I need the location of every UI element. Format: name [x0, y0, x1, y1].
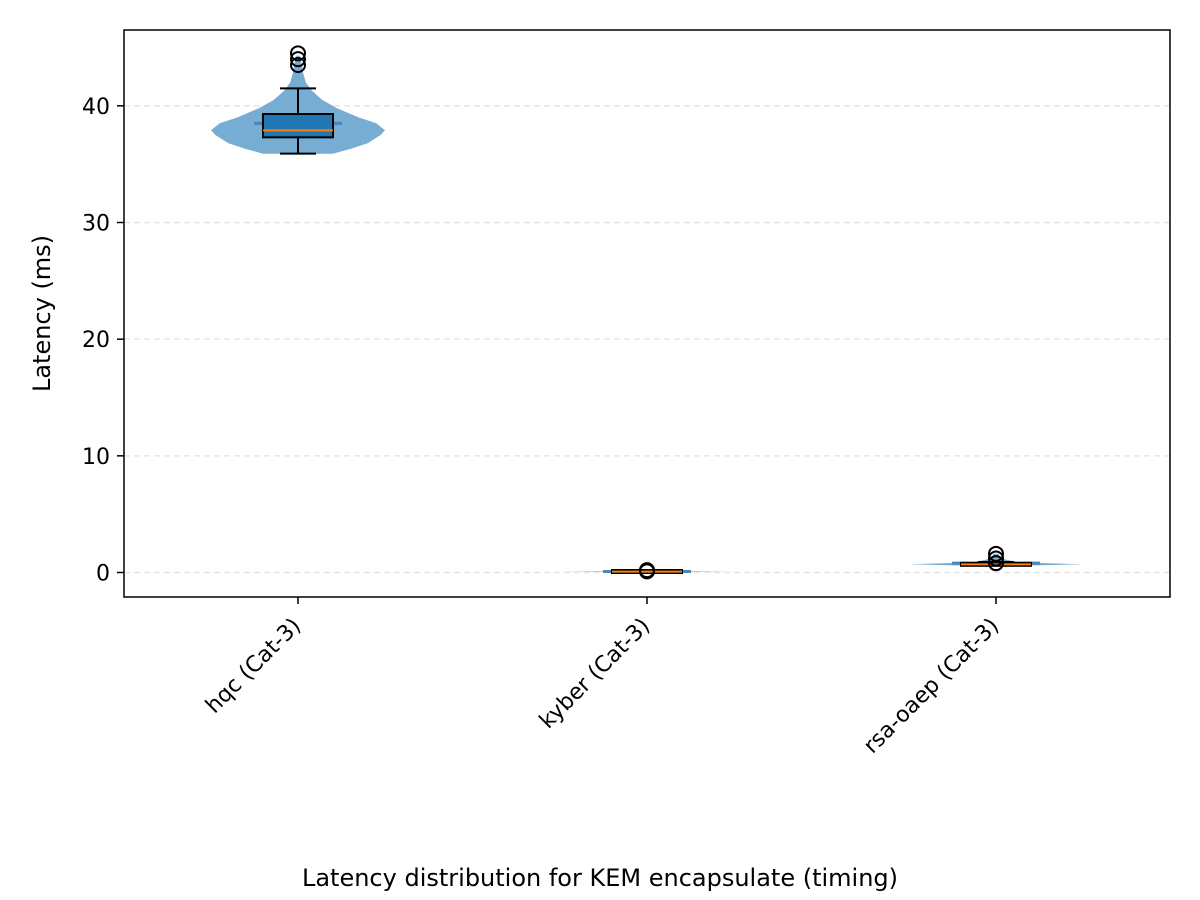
y-tick-label-30: 30	[82, 212, 110, 237]
chart-caption: Latency distribution for KEM encapsulate…	[301, 864, 899, 892]
y-tick-label-20: 20	[82, 328, 110, 353]
x-axis: hqc (Cat-3) kyber (Cat-3) rsa-oaep (Cat-3)	[201, 597, 1004, 759]
outlier-kyber-cat-3-1	[639, 562, 655, 579]
y-tick-label-40: 40	[82, 95, 110, 120]
y-axis: 0 10 20 30 40	[82, 95, 124, 587]
y-tick-label-0: 0	[96, 562, 110, 587]
outlier-rsa-oaep-cat-3-1	[988, 550, 1004, 567]
y-tick-label-10: 10	[82, 445, 110, 470]
x-tick-label-rsa-oaep-cat-3: rsa-oaep (Cat-3)	[859, 614, 1004, 759]
outlier-hqc-cat-3-0	[290, 57, 306, 73]
grid-lines	[124, 105, 1170, 574]
y-axis-label: Latency (ms)	[28, 235, 56, 392]
x-tick-label-hqc-cat-3: hqc (Cat-3)	[201, 614, 306, 719]
outlier-rsa-oaep-cat-3-0	[988, 555, 1004, 572]
outlier-hqc-cat-3-2	[290, 45, 306, 62]
x-tick-label-kyber-cat-3: kyber (Cat-3)	[535, 614, 655, 734]
violin-layer	[211, 55, 1083, 573]
outlier-rsa-oaep-cat-3-2	[988, 545, 1004, 562]
box-hqc-cat-3	[262, 113, 334, 139]
outlier-hqc-cat-3-1	[290, 51, 306, 68]
box-layer	[262, 45, 1032, 580]
